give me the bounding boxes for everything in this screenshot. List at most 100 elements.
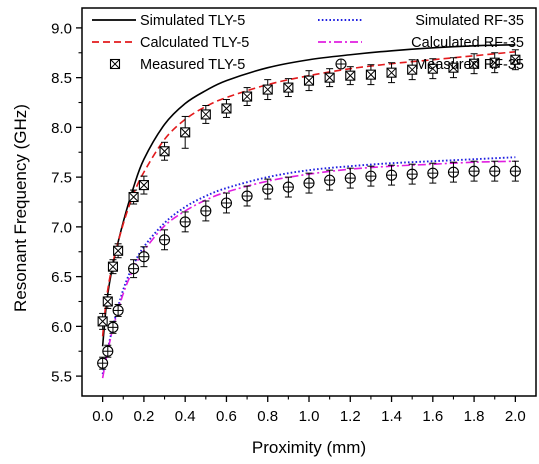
legend-label: Measured RF-35 — [415, 57, 524, 73]
data-point-diag — [448, 62, 459, 73]
data-point — [107, 321, 119, 333]
data-point — [344, 172, 356, 184]
data-point-diag — [113, 245, 123, 256]
legend-marker-diag — [110, 59, 120, 69]
data-point — [345, 70, 356, 81]
x-tick-label: 0.6 — [216, 408, 237, 425]
y-tick-label: 7.5 — [51, 170, 72, 187]
data-point — [262, 183, 274, 195]
data-point-diag — [489, 57, 500, 68]
y-tick-label: 8.5 — [51, 70, 72, 87]
data-point — [283, 82, 294, 93]
x-tick-label: 1.6 — [422, 408, 443, 425]
data-point — [138, 251, 150, 263]
x-tick-label: 2.0 — [505, 408, 526, 425]
data-point — [324, 72, 335, 83]
data-point — [220, 197, 233, 209]
legend-label: Measured TLY-5 — [140, 57, 245, 73]
data-point — [427, 167, 439, 179]
legend-label: Simulated RF-35 — [415, 13, 524, 29]
data-point-diag — [102, 296, 113, 307]
axis-layer: 0.0 0.2 0.4 0.6 0.8 1.0 1.2 1.4 1.6 1.8 2.0 5.5 6.0 6… — [51, 20, 526, 425]
data-point — [386, 67, 397, 78]
data-point — [489, 57, 500, 68]
legend: Simulated TLY-5 Simulated RF-35 Calculated… — [92, 13, 524, 73]
legend-label: Calculated TLY-5 — [140, 35, 249, 51]
x-axis-title: Proximity (mm) — [252, 438, 366, 457]
data-point — [102, 345, 114, 357]
series-2-markers — [97, 49, 521, 330]
data-point — [138, 180, 149, 191]
data-point — [241, 190, 253, 202]
data-point — [469, 58, 480, 69]
data-point — [303, 177, 315, 189]
data-point — [324, 174, 336, 186]
data-point — [427, 63, 438, 74]
y-tick-label: 8.0 — [51, 120, 72, 137]
data-point-diag — [324, 72, 335, 83]
data-point-diag — [510, 54, 521, 65]
x-tick-label: 1.8 — [464, 408, 485, 425]
data-point — [159, 146, 170, 157]
y-tick-label: 9.0 — [51, 20, 72, 37]
data-point — [489, 165, 501, 177]
data-point — [107, 261, 119, 272]
data-point — [102, 296, 113, 307]
x-tick-label: 1.0 — [299, 408, 320, 425]
series-line-3 — [101, 156, 516, 375]
data-point-diag — [262, 84, 273, 95]
series-line-1 — [101, 50, 516, 337]
data-point-diag — [469, 58, 479, 69]
data-point — [407, 64, 418, 75]
data-point — [97, 357, 109, 369]
legend-marker — [335, 58, 347, 70]
data-point-diag — [242, 91, 252, 102]
data-point — [447, 166, 460, 178]
data-point-diag — [386, 67, 397, 78]
data-point — [200, 109, 211, 120]
data-point-diag — [159, 146, 170, 157]
legend-item-1: Calculated TLY-5 — [92, 35, 249, 51]
data-point — [221, 103, 232, 114]
y-axis-title: Resonant Frequency (GHz) — [11, 104, 30, 312]
data-point — [242, 91, 253, 102]
x-tick-label: 0.8 — [257, 408, 278, 425]
data-point — [303, 75, 315, 86]
data-point — [158, 234, 171, 246]
legend-item-2: Measured TLY-5 — [109, 57, 245, 73]
y-tick-label: 5.5 — [51, 369, 72, 386]
data-point-diag — [366, 69, 376, 80]
data-point-diag — [345, 70, 356, 81]
data-point — [468, 165, 480, 177]
data-point-diag — [427, 63, 438, 74]
series-line-4 — [101, 160, 516, 379]
data-point — [282, 181, 294, 193]
data-point — [179, 216, 191, 228]
data-point — [97, 316, 108, 327]
data-point-diag — [221, 103, 232, 114]
x-tick-label: 0.4 — [175, 408, 196, 425]
data-point — [365, 170, 377, 182]
data-point — [128, 263, 140, 275]
data-point — [448, 62, 459, 73]
marker-layer — [97, 49, 521, 370]
y-tick-label: 6.0 — [51, 319, 72, 336]
legend-marker — [109, 58, 121, 70]
x-tick-label: 0.0 — [92, 408, 113, 425]
series-layer — [101, 44, 516, 379]
data-point — [180, 127, 191, 138]
data-point — [112, 304, 124, 316]
data-point — [509, 165, 521, 177]
x-tick-label: 1.4 — [381, 408, 402, 425]
data-point-diag — [304, 75, 314, 86]
data-point-diag — [128, 192, 139, 202]
data-point — [365, 69, 376, 80]
data-point-diag — [180, 127, 191, 138]
data-point — [385, 169, 398, 181]
y-tick-label: 7.0 — [51, 219, 72, 236]
legend-item-0: Simulated TLY-5 — [92, 13, 245, 29]
data-point — [200, 205, 212, 217]
legend-item-5: Measured RF-35 — [335, 57, 524, 73]
legend-item-3: Simulated RF-35 — [318, 13, 524, 29]
